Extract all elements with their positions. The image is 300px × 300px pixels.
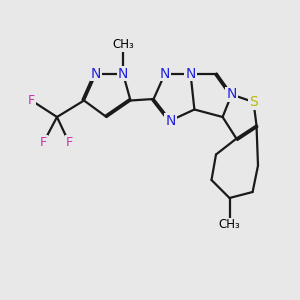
Text: CH₃: CH₃ (219, 218, 240, 232)
Text: F: F (65, 136, 73, 149)
Text: CH₃: CH₃ (112, 38, 134, 52)
Text: N: N (185, 67, 196, 80)
Text: N: N (91, 67, 101, 80)
Text: N: N (226, 88, 237, 101)
Text: F: F (40, 136, 47, 149)
Text: N: N (118, 67, 128, 80)
Text: F: F (28, 94, 35, 107)
Text: N: N (160, 67, 170, 80)
Text: N: N (165, 114, 176, 128)
Text: S: S (249, 95, 258, 109)
